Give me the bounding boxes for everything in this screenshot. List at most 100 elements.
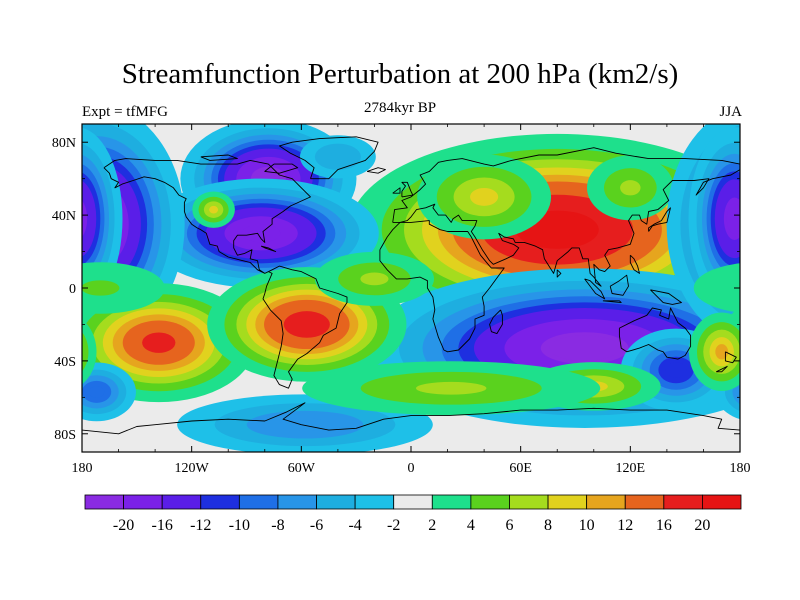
field-contour bbox=[0, 182, 4, 278]
field-contour bbox=[781, 321, 800, 365]
colorbar-box bbox=[470, 494, 510, 510]
coastline-21 bbox=[629, 254, 640, 274]
field-core bbox=[8, 362, 28, 377]
colorbar-box bbox=[161, 494, 202, 510]
y-tick-label: 0 bbox=[69, 282, 76, 297]
field-contour bbox=[82, 262, 165, 314]
colorbar-label: -16 bbox=[152, 517, 173, 534]
field-core bbox=[741, 205, 769, 243]
colorbar-label: 16 bbox=[656, 517, 672, 534]
field-contour bbox=[761, 308, 800, 377]
map-title: Streamfunction Perturbation at 200 hPa (… bbox=[121, 58, 679, 90]
field-contour bbox=[0, 344, 52, 395]
field-core bbox=[416, 381, 487, 395]
y-axis: 80N 40N 0 40S 80S bbox=[52, 136, 740, 443]
field-contour bbox=[739, 391, 740, 393]
field-contour bbox=[750, 302, 800, 384]
anomaly-positive-10 bbox=[192, 191, 235, 228]
field-contour bbox=[0, 350, 44, 389]
field-contour bbox=[0, 319, 7, 377]
coastline-10 bbox=[584, 278, 606, 300]
coastlines bbox=[82, 136, 740, 435]
colorbar: -20 -16 -12 -10 -8 -6 -4 -2 2 4 6 8 10 12 16 20 bbox=[84, 494, 742, 534]
colorbar-label: 8 bbox=[544, 517, 552, 534]
coastline-1 bbox=[278, 136, 379, 180]
anomaly-positive-18 bbox=[302, 361, 601, 416]
colorbar-label: 2 bbox=[428, 517, 436, 534]
field-core bbox=[290, 314, 324, 335]
x-axis: 180 120W 60W 0 60E 120E 180 bbox=[72, 124, 751, 476]
field-core bbox=[549, 335, 620, 361]
field-core bbox=[739, 285, 740, 291]
colorbar-label: -2 bbox=[387, 517, 400, 534]
field-core bbox=[241, 224, 281, 243]
anomaly-positive-2 bbox=[586, 155, 674, 221]
field-contour bbox=[0, 302, 53, 394]
field-core bbox=[747, 386, 762, 397]
colorbar-box bbox=[123, 494, 163, 510]
coastline-17 bbox=[366, 167, 386, 174]
field-contour bbox=[771, 314, 800, 371]
colorbar-box bbox=[547, 494, 588, 510]
coastline-19 bbox=[200, 154, 238, 161]
colorbar-label: -8 bbox=[271, 517, 284, 534]
x-tick-label: 60W bbox=[288, 461, 316, 476]
colorbar-box bbox=[624, 494, 665, 510]
colorbar-label: -20 bbox=[113, 517, 134, 534]
colorbar-box bbox=[586, 494, 626, 510]
colorbar-label: 12 bbox=[617, 517, 633, 534]
field-core bbox=[88, 386, 105, 398]
anomaly-positive-13 bbox=[314, 251, 435, 306]
anomaly-positive-1 bbox=[417, 154, 552, 240]
field-core bbox=[620, 180, 641, 196]
y-tick-label: 80N bbox=[52, 136, 76, 151]
coastline-2 bbox=[392, 147, 740, 287]
colorbar-box bbox=[431, 494, 472, 510]
coastline-9 bbox=[648, 207, 671, 232]
coastline-16 bbox=[716, 365, 728, 373]
x-tick-label: 180 bbox=[730, 461, 751, 476]
colorbar-box bbox=[316, 494, 356, 510]
colorbar-label: 6 bbox=[505, 517, 513, 534]
coastline-6 bbox=[489, 309, 503, 335]
x-tick-label: 120E bbox=[616, 461, 646, 476]
field-contour bbox=[82, 180, 97, 257]
colorbar-label: 4 bbox=[467, 517, 475, 534]
experiment-label: Expt = tfMFG bbox=[82, 104, 168, 120]
coastline-5 bbox=[82, 402, 740, 435]
x-tick-label: 60E bbox=[509, 461, 532, 476]
coastline-15 bbox=[724, 351, 737, 364]
coastline-13 bbox=[650, 289, 682, 305]
field-core bbox=[82, 280, 120, 296]
field-contour bbox=[737, 330, 740, 355]
x-tick-label: 0 bbox=[408, 461, 415, 476]
field-contour bbox=[82, 331, 89, 365]
colorbar-box bbox=[663, 494, 703, 510]
field-contour bbox=[0, 149, 75, 311]
coastline-12 bbox=[609, 274, 629, 296]
colorbar-label: -12 bbox=[190, 517, 211, 534]
field-contour bbox=[82, 200, 88, 237]
field-contour bbox=[0, 329, 73, 412]
coastline-11 bbox=[602, 300, 622, 304]
streamfunction-field bbox=[0, 124, 800, 452]
y-tick-label: 40N bbox=[52, 209, 76, 224]
field-core bbox=[209, 205, 219, 214]
x-tick-label: 180 bbox=[72, 461, 93, 476]
coastline-3 bbox=[379, 220, 505, 353]
field-core bbox=[715, 344, 729, 360]
season-label: JJA bbox=[719, 104, 742, 120]
anomaly-positive-17 bbox=[82, 312, 740, 391]
field-core bbox=[360, 272, 389, 286]
field-contour bbox=[737, 211, 740, 238]
colorbar-box bbox=[509, 494, 549, 510]
field-contour bbox=[82, 331, 89, 372]
field-contour bbox=[693, 263, 740, 313]
colorbar-label: 20 bbox=[694, 517, 710, 534]
time-label: 2784kyr BP bbox=[363, 100, 437, 116]
colorbar-box bbox=[238, 494, 279, 510]
colorbar-label: -4 bbox=[348, 517, 361, 534]
field-core bbox=[665, 362, 687, 378]
field-contour bbox=[0, 338, 61, 403]
